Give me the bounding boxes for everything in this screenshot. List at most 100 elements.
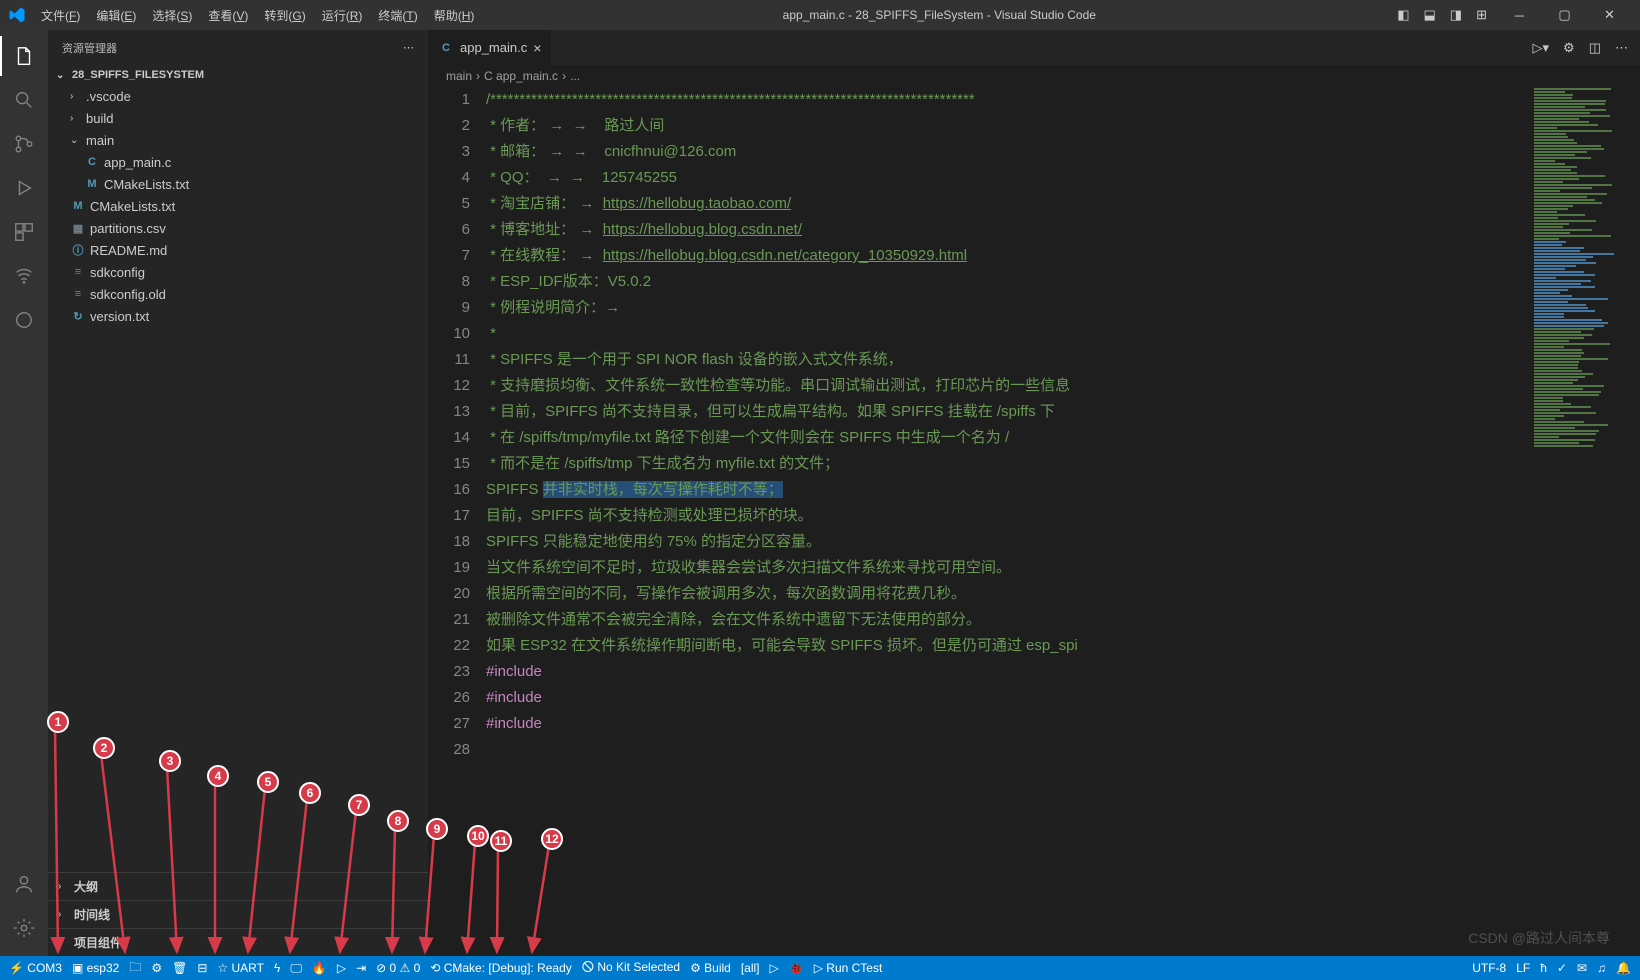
editor: C app_main.c × ▷▾ ⚙ ◫ ⋯ main › C app_mai…	[428, 30, 1640, 956]
sb-mid-3[interactable]: ⚙ Build	[685, 956, 736, 980]
sb-left-10[interactable]: ▷	[332, 956, 351, 980]
sb-left-9[interactable]: 🔥	[307, 956, 332, 980]
maximize-button[interactable]: ▢	[1542, 0, 1587, 30]
minimize-button[interactable]: ─	[1497, 0, 1542, 30]
tree-root[interactable]: ⌄28_SPIFFS_FILESYSTEM	[48, 65, 428, 85]
split-editor-icon[interactable]: ◫	[1589, 40, 1601, 56]
annotation-badge-1: 1	[47, 711, 69, 733]
sb-left-3[interactable]: ⚙	[146, 956, 167, 980]
sb-left-6[interactable]: ☆ UART	[212, 956, 269, 980]
menu-S[interactable]: 选择(S)	[145, 5, 199, 26]
file-version.txt[interactable]: ↻version.txt	[48, 305, 428, 327]
file-CMakeLists.txt[interactable]: MCMakeLists.txt	[48, 195, 428, 217]
annotation-badge-3: 3	[159, 750, 181, 772]
layout-custom-icon[interactable]: ⊞	[1476, 7, 1487, 23]
activity-bar	[0, 30, 48, 956]
folder-main[interactable]: ⌄main	[48, 129, 428, 151]
editor-actions: ▷▾ ⚙ ◫ ⋯	[1533, 30, 1640, 65]
file-sdkconfig.old[interactable]: ≡sdkconfig.old	[48, 283, 428, 305]
sb-mid-1[interactable]: ⟲ CMake: [Debug]: Ready	[425, 956, 576, 980]
sb-right-4[interactable]: ✉	[1572, 956, 1592, 980]
menu-R[interactable]: 运行(R)	[315, 5, 370, 26]
annotation-badge-2: 2	[93, 737, 115, 759]
tab-label: app_main.c	[460, 40, 527, 55]
editor-more-icon[interactable]: ⋯	[1615, 40, 1628, 56]
sb-right-0[interactable]: UTF-8	[1467, 956, 1511, 980]
code-lines[interactable]: /***************************************…	[486, 87, 1640, 956]
account-icon[interactable]	[0, 864, 48, 904]
search-tab[interactable]	[0, 80, 48, 120]
main-menu: 文件(F)编辑(E)选择(S)查看(V)转到(G)运行(R)终端(T)帮助(H)	[34, 5, 481, 26]
sb-mid-7[interactable]: ▷ Run CTest	[809, 956, 888, 980]
titlebar-layout-icons: ◧ ⬓ ◨ ⊞	[1397, 7, 1487, 23]
file-app_main.c[interactable]: Capp_main.c	[48, 151, 428, 173]
esp-debug-icon[interactable]	[0, 256, 48, 296]
sb-left-7[interactable]: ϟ	[269, 956, 285, 980]
folder-.vscode[interactable]: ›.vscode	[48, 85, 428, 107]
sb-right-6[interactable]: 🔔	[1611, 956, 1636, 980]
annotation-badge-5: 5	[257, 771, 279, 793]
folder-build[interactable]: ›build	[48, 107, 428, 129]
c-file-icon: C	[438, 40, 454, 56]
vscode-logo-icon	[8, 6, 26, 24]
layout-bottom-icon[interactable]: ⬓	[1424, 7, 1436, 23]
file-sdkconfig[interactable]: ≡sdkconfig	[48, 261, 428, 283]
menu-G[interactable]: 转到(G)	[257, 5, 312, 26]
file-partitions.csv[interactable]: ▦partitions.csv	[48, 217, 428, 239]
watermark: CSDN @路过人间本尊	[1468, 928, 1610, 948]
file-CMakeLists.txt[interactable]: MCMakeLists.txt	[48, 173, 428, 195]
sb-left-2[interactable]: 🗀	[124, 956, 146, 980]
menu-F[interactable]: 文件(F)	[34, 5, 87, 26]
editor-tabs: C app_main.c × ▷▾ ⚙ ◫ ⋯	[428, 30, 1640, 65]
explorer-tab[interactable]	[0, 36, 48, 76]
section-项目组件[interactable]: › 项目组件	[48, 928, 428, 956]
annotation-badge-9: 9	[426, 818, 448, 840]
minimap[interactable]	[1530, 87, 1625, 956]
annotation-badge-12: 12	[541, 828, 563, 850]
sb-mid-0[interactable]: ⊘ 0 ⚠ 0	[371, 956, 425, 980]
run-icon[interactable]: ▷▾	[1533, 40, 1550, 56]
settings-icon[interactable]	[0, 908, 48, 948]
menu-H[interactable]: 帮助(H)	[427, 5, 482, 26]
layout-right-icon[interactable]: ◨	[1450, 7, 1462, 23]
sb-left-4[interactable]: 🗑	[167, 956, 192, 980]
menu-E[interactable]: 编辑(E)	[89, 5, 143, 26]
annotation-badge-11: 11	[490, 830, 512, 852]
sb-left-11[interactable]: ⇥	[351, 956, 371, 980]
sb-right-2[interactable]: ħ	[1535, 956, 1552, 980]
sidebar-more-icon[interactable]: ⋯	[403, 41, 414, 54]
debug-tab[interactable]	[0, 168, 48, 208]
file-README.md[interactable]: ⓘREADME.md	[48, 239, 428, 261]
menu-T[interactable]: 终端(T)	[371, 5, 424, 26]
sb-right-1[interactable]: LF	[1511, 956, 1535, 980]
esp-icon[interactable]	[0, 300, 48, 340]
section-大纲[interactable]: › 大纲	[48, 872, 428, 900]
sb-mid-2[interactable]: 🛇 No Kit Selected	[577, 956, 685, 980]
status-bar: ⚡ COM3▣ esp32🗀⚙🗑⊟☆ UARTϟ🖵🔥▷⇥⊘ 0 ⚠ 0⟲ CMa…	[0, 956, 1640, 980]
sb-left-0[interactable]: ⚡ COM3	[4, 956, 67, 980]
sb-left-5[interactable]: ⊟	[192, 956, 212, 980]
editor-settings-icon[interactable]: ⚙	[1563, 40, 1575, 56]
layout-left-icon[interactable]: ◧	[1397, 7, 1409, 23]
close-button[interactable]: ✕	[1587, 0, 1632, 30]
sidebar: 资源管理器 ⋯ ⌄28_SPIFFS_FILESYSTEM ›.vscode›b…	[48, 30, 428, 956]
window-title: app_main.c - 28_SPIFFS_FileSystem - Visu…	[481, 8, 1397, 22]
sb-mid-4[interactable]: [all]	[736, 956, 765, 980]
breadcrumb[interactable]: main › C app_main.c › ...	[428, 65, 1640, 87]
sb-left-8[interactable]: 🖵	[285, 956, 307, 980]
sb-left-1[interactable]: ▣ esp32	[67, 956, 124, 980]
main-area: 资源管理器 ⋯ ⌄28_SPIFFS_FILESYSTEM ›.vscode›b…	[0, 30, 1640, 956]
sb-mid-5[interactable]: ▷	[765, 956, 784, 980]
code-area[interactable]: 1234567891011121314151617181920212223262…	[428, 87, 1640, 956]
tab-close-icon[interactable]: ×	[533, 40, 541, 56]
tab-app-main[interactable]: C app_main.c ×	[428, 30, 552, 65]
extensions-tab[interactable]	[0, 212, 48, 252]
scm-tab[interactable]	[0, 124, 48, 164]
window-controls: ─ ▢ ✕	[1497, 0, 1632, 30]
menu-V[interactable]: 查看(V)	[201, 5, 255, 26]
title-bar: 文件(F)编辑(E)选择(S)查看(V)转到(G)运行(R)终端(T)帮助(H)…	[0, 0, 1640, 30]
sb-right-5[interactable]: ♫	[1592, 956, 1611, 980]
section-时间线[interactable]: › 时间线	[48, 900, 428, 928]
sb-mid-6[interactable]: 🐞	[784, 956, 809, 980]
sb-right-3[interactable]: ✓	[1552, 956, 1572, 980]
